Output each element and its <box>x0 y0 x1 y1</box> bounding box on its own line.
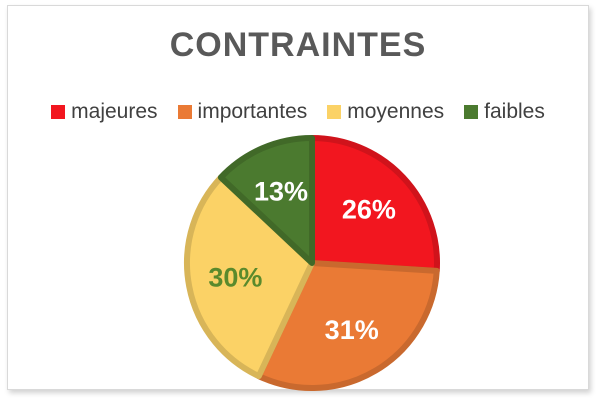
chart-title: CONTRAINTES <box>169 26 427 64</box>
legend-label-importantes: importantes <box>197 100 308 123</box>
pie-label-majeures: 26% <box>342 195 396 225</box>
pie-chart: 26% 31% 30% 13% <box>184 135 440 391</box>
pie-slice-faibles <box>217 135 315 266</box>
pie-slice-moyennes <box>184 174 315 380</box>
pie-slice-importantes <box>255 260 440 391</box>
legend-swatch-majeures <box>51 105 66 119</box>
legend-item-majeures: majeures <box>51 100 158 124</box>
legend-label-faibles: faibles <box>484 100 545 123</box>
legend-item-faibles: faibles <box>464 100 545 124</box>
legend-item-moyennes: moyennes <box>327 100 444 124</box>
legend-label-majeures: majeures <box>71 100 158 123</box>
legend-swatch-moyennes <box>327 105 342 119</box>
pie-label-moyennes: 30% <box>208 263 262 293</box>
chart-frame: CONTRAINTES majeures importantes moyenne… <box>7 5 589 391</box>
legend-label-moyennes: moyennes <box>347 100 445 123</box>
chart-legend: majeures importantes moyennes faibles <box>8 100 588 124</box>
legend-swatch-faibles <box>464 105 479 119</box>
pie-slice-majeures <box>309 135 440 274</box>
legend-item-importantes: importantes <box>177 100 308 124</box>
legend-swatch-importantes <box>177 105 192 119</box>
pie-label-importantes: 31% <box>325 315 379 345</box>
pie-label-faibles: 13% <box>254 176 308 206</box>
